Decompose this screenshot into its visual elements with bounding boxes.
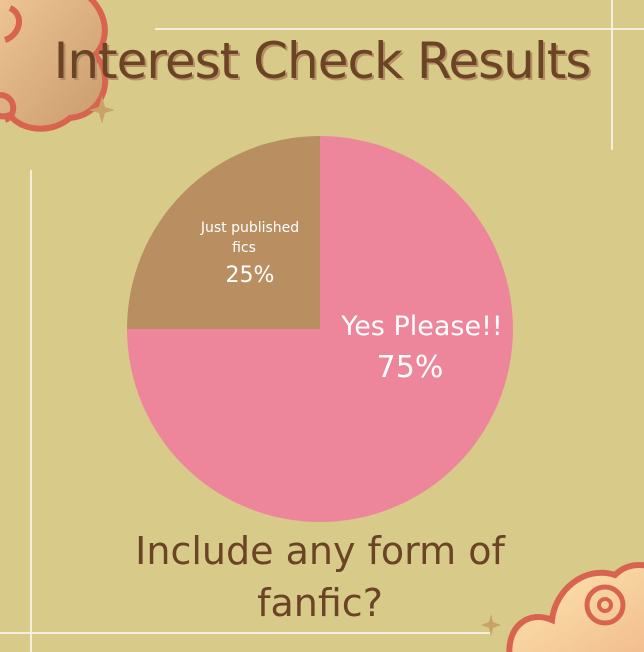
question-text: Include any form of fanfic? <box>135 529 505 625</box>
frame-line-right <box>611 0 613 150</box>
frame-line-bottom <box>0 632 490 634</box>
sparkle-icon <box>89 96 115 124</box>
page-title: Interest Check Results <box>53 32 592 90</box>
slice-label: Just published <box>200 220 299 236</box>
slice-value-label: 75% <box>377 350 444 385</box>
slice-value-label: 25% <box>226 263 275 288</box>
frame-line-top <box>155 28 644 30</box>
cloud-bottom-right-icon <box>506 562 644 652</box>
pie-slice <box>127 136 320 329</box>
slice-label: fics <box>232 240 256 256</box>
slice-label: Yes Please!! <box>340 311 502 342</box>
frame-line-left <box>30 170 32 652</box>
sparkle-icon <box>481 614 501 636</box>
cloud-top-left-icon <box>0 0 109 132</box>
